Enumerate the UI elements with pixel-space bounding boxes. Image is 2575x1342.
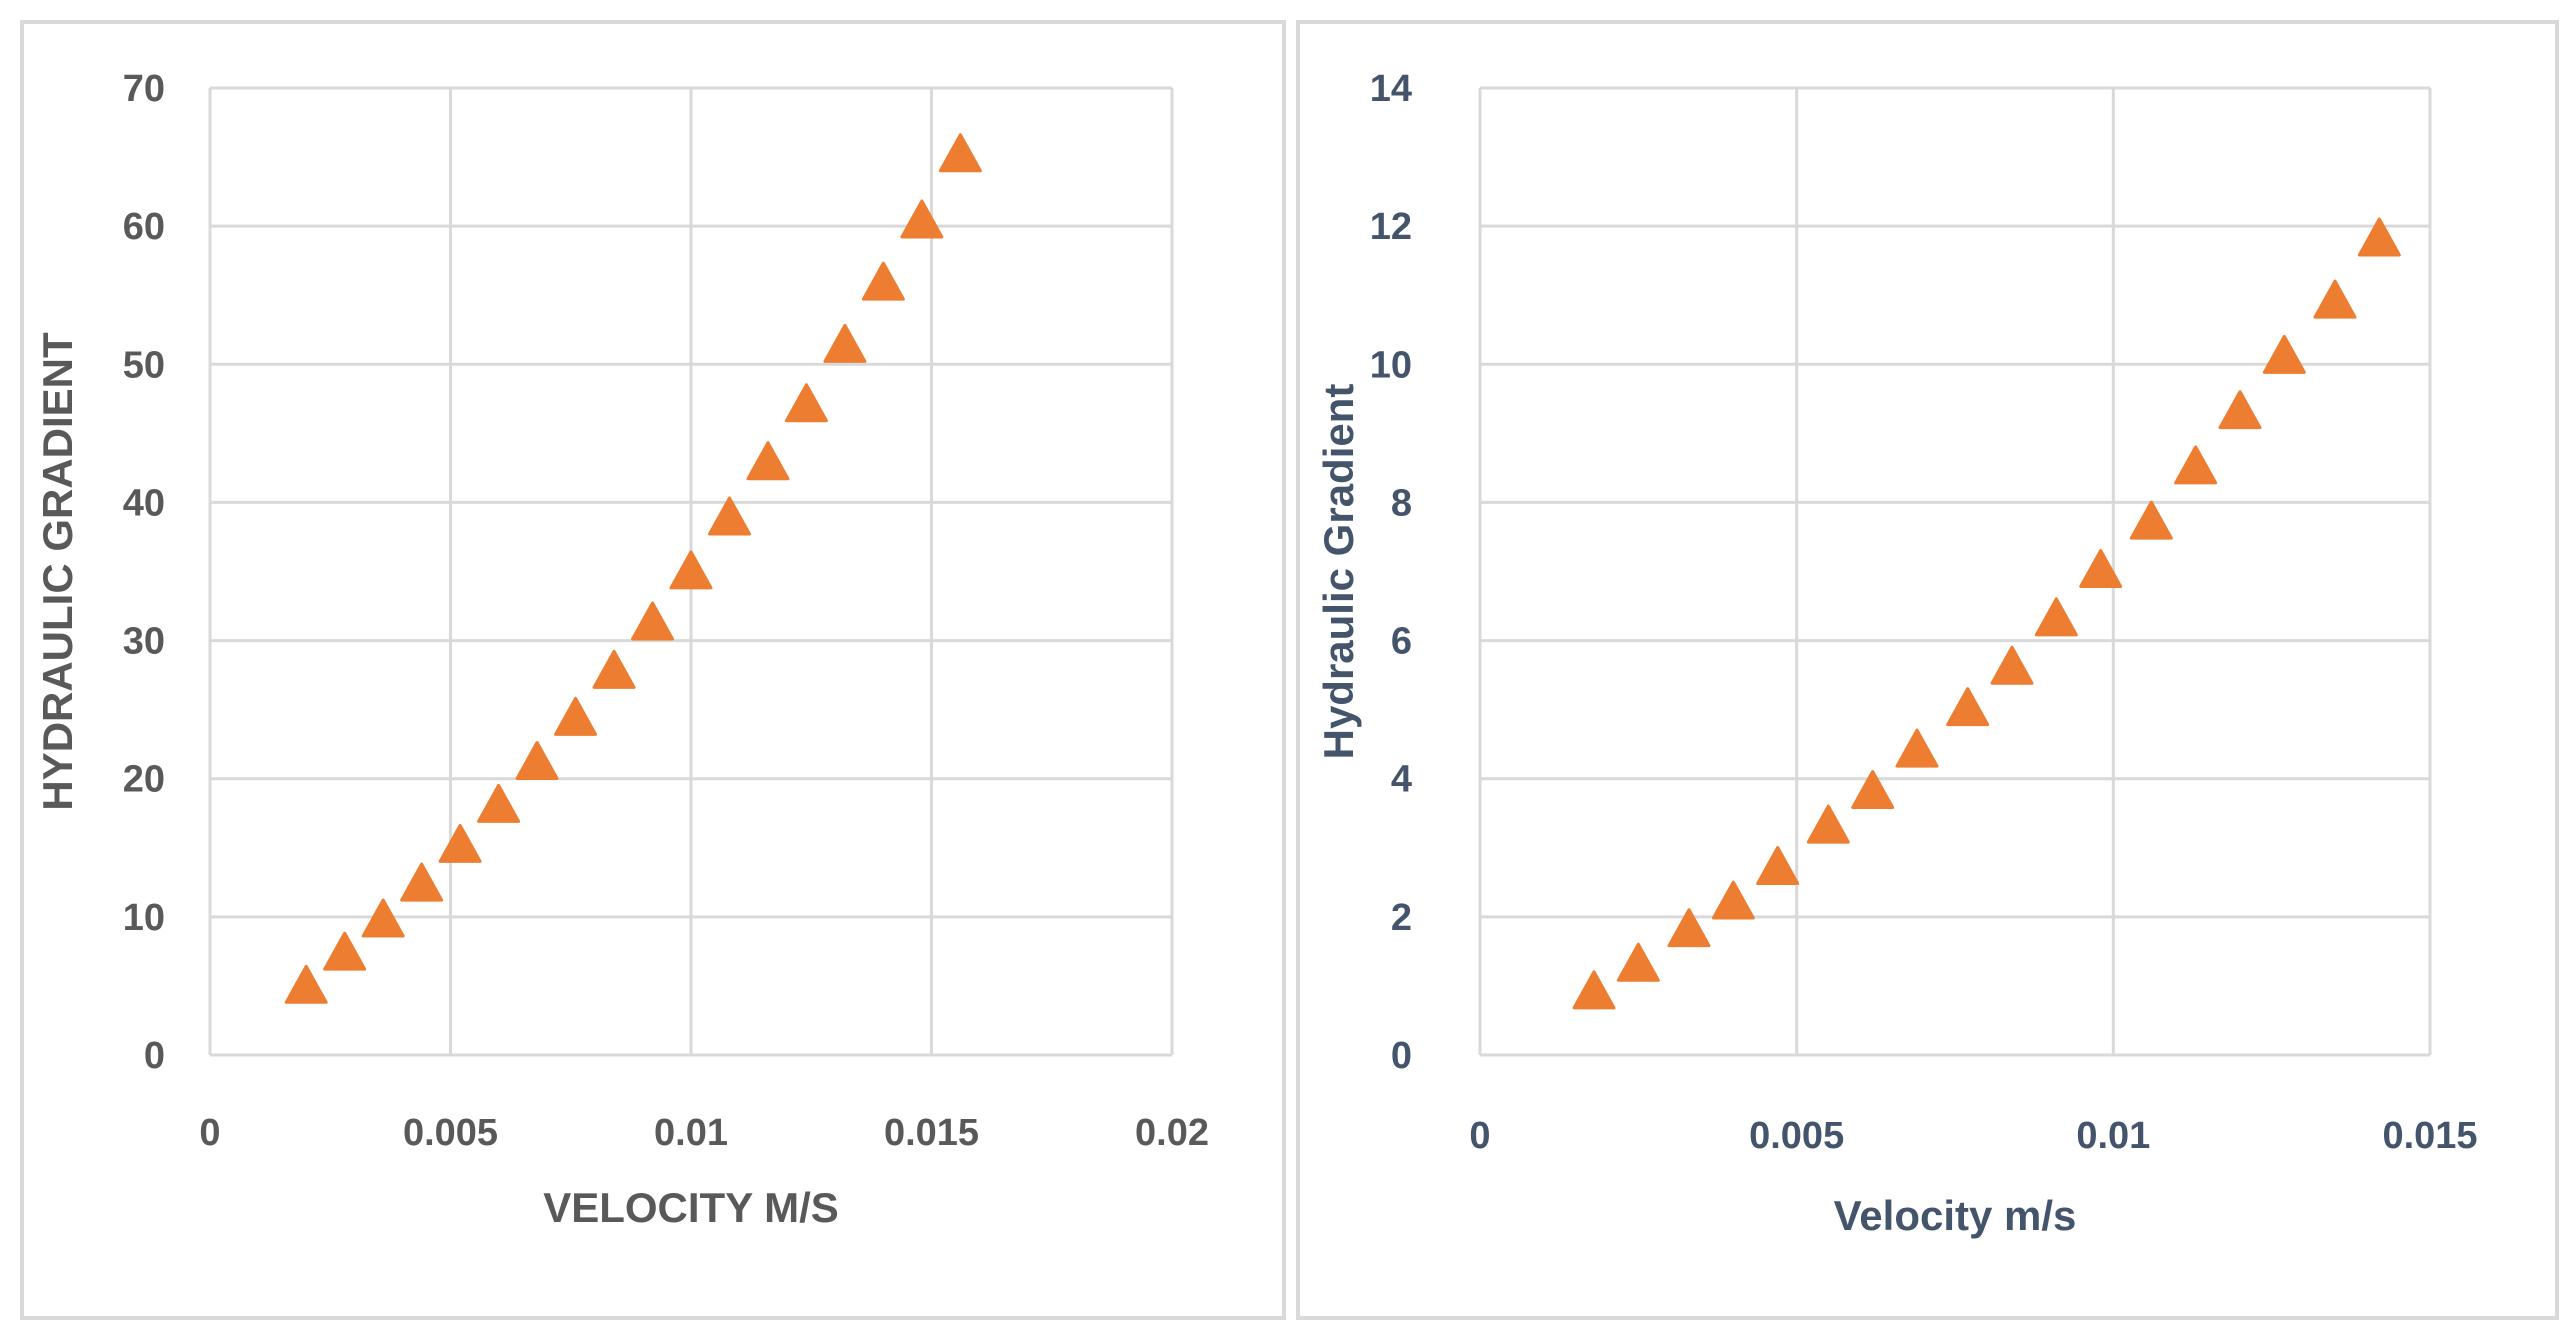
chart1-data-point bbox=[592, 649, 636, 689]
chart2-x-tick-label: 0.015 bbox=[2382, 1115, 2477, 1157]
chart2-data-point bbox=[2034, 597, 2078, 637]
chart2-y-tick-label: 14 bbox=[1370, 68, 1412, 110]
chart1-data-point bbox=[284, 964, 328, 1004]
chart2-y-tick-label: 6 bbox=[1391, 621, 1412, 663]
chart2-x-tick-label: 0.005 bbox=[1749, 1115, 1844, 1157]
chart2-data-point bbox=[2357, 217, 2401, 257]
chart2-data-point bbox=[1572, 970, 1616, 1010]
chart2-data-point bbox=[1806, 804, 1850, 844]
chart1-y-tick-label: 60 bbox=[123, 206, 165, 248]
chart1-x-tick-label: 0.01 bbox=[654, 1112, 728, 1154]
chart1-data-point bbox=[554, 696, 598, 736]
chart1-y-tick-label: 40 bbox=[123, 482, 165, 524]
chart1-y-axis-title: HYDRAULIC GRADIENT bbox=[34, 332, 81, 811]
chart2-data-point bbox=[1990, 645, 2034, 685]
chart1-data-point bbox=[323, 931, 367, 971]
chart2-y-axis-title: Hydraulic Gradient bbox=[1315, 384, 1362, 760]
chart2-data-point bbox=[1616, 942, 1660, 982]
chart1-y-tick-label: 50 bbox=[123, 344, 165, 386]
chart2-data-point bbox=[1756, 846, 1800, 886]
chart2-data-point bbox=[2079, 549, 2123, 588]
chart1-data-point bbox=[900, 199, 944, 239]
chart1-data-point bbox=[784, 383, 828, 423]
chart2-data-point bbox=[1851, 770, 1895, 810]
chart1-y-tick-label: 0 bbox=[144, 1035, 165, 1077]
chart1-y-tick-label: 20 bbox=[123, 759, 165, 801]
chart2-x-axis-title: Velocity m/s bbox=[1834, 1192, 2077, 1239]
chart1-x-tick-label: 0.005 bbox=[403, 1112, 498, 1154]
chart1-data-point bbox=[746, 441, 790, 481]
chart1-x-tick-label: 0.02 bbox=[1135, 1112, 1209, 1154]
chart1-data-point bbox=[631, 601, 675, 641]
chart1-data-point bbox=[477, 783, 521, 823]
chart1-x-axis-title: VELOCITY M/S bbox=[543, 1184, 839, 1231]
chart2-x-tick-label: 0.01 bbox=[2076, 1115, 2150, 1157]
chart2-data-point bbox=[1711, 880, 1755, 920]
chart2-data-point bbox=[1946, 687, 1990, 727]
chart1-data-point bbox=[669, 550, 713, 590]
chart-panel-left bbox=[20, 20, 1286, 1320]
chart1-data-point bbox=[400, 862, 444, 902]
chart1-data-point bbox=[861, 261, 905, 301]
chart2-y-tick-label: 0 bbox=[1391, 1035, 1412, 1077]
chart1-y-tick-label: 70 bbox=[123, 68, 165, 110]
chart2-data-point bbox=[2262, 334, 2306, 374]
chart2-data-point bbox=[1667, 908, 1711, 948]
chart1-data-point bbox=[361, 898, 405, 938]
chart2-x-tick-label: 0 bbox=[1469, 1115, 1490, 1157]
chart1-y-tick-label: 30 bbox=[123, 621, 165, 663]
chart1-x-tick-label: 0 bbox=[199, 1112, 220, 1154]
chart2-y-tick-label: 12 bbox=[1370, 206, 1412, 248]
chart1-data-point bbox=[438, 823, 482, 863]
chart1-data-point bbox=[938, 133, 982, 173]
chart2-y-tick-label: 10 bbox=[1370, 344, 1412, 386]
chart1-data-point bbox=[823, 323, 867, 363]
chart2-data-point bbox=[1895, 728, 1939, 768]
chart1-x-tick-label: 0.015 bbox=[884, 1112, 979, 1154]
chart2-y-tick-label: 2 bbox=[1391, 897, 1412, 939]
chart-panel-right bbox=[1296, 20, 2559, 1320]
chart2-data-point bbox=[2129, 500, 2173, 540]
chart2-y-tick-label: 4 bbox=[1391, 759, 1412, 801]
chart1-data-point bbox=[515, 741, 559, 781]
chart2-data-point bbox=[2174, 445, 2218, 485]
chart2-data-point bbox=[2218, 390, 2262, 430]
chart1-y-tick-label: 10 bbox=[123, 897, 165, 939]
chart2-y-tick-label: 8 bbox=[1391, 482, 1412, 524]
chart1-data-point bbox=[707, 496, 751, 536]
chart2-data-point bbox=[2313, 279, 2357, 319]
